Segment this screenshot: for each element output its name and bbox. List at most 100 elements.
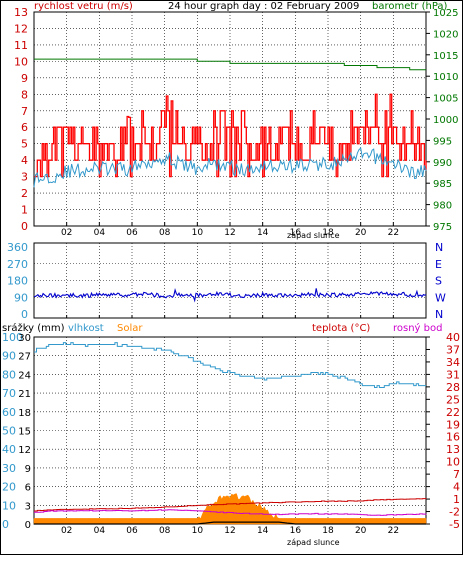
humidity-temp-panel: srážky (mm) vlhkost Solar teplota (°C) r…: [2, 322, 460, 547]
wind-panel: rychlost vetru (m/s) 24 hour graph day :…: [14, 1, 458, 240]
temperature-line: [34, 498, 427, 512]
rain-y-tick: 30: [18, 333, 31, 344]
baro-y-tick: 995: [433, 136, 452, 147]
wind-y-tick: 10: [14, 55, 28, 68]
direction-series: [33, 288, 427, 303]
humidity-y-tick: 80: [2, 368, 16, 381]
baro-y-tick: 1010: [433, 72, 458, 83]
temp-y-tick: 13: [446, 443, 460, 456]
dew-point-line: [34, 509, 427, 516]
wind-y-tick: 5: [21, 138, 28, 151]
temperature-label: teplota (°C): [312, 323, 370, 334]
x-tick-label: 22: [388, 526, 399, 536]
compass-tick: N: [435, 308, 443, 321]
baro-y-tick: 975: [433, 222, 452, 233]
compass-tick: E: [435, 258, 442, 271]
x-tick-label: 18: [322, 526, 334, 536]
humidity-y-tick: 40: [2, 443, 16, 456]
temp-y-tick: 31: [446, 368, 460, 381]
temp-y-tick: 40: [446, 331, 460, 344]
baro-y-tick: 1020: [433, 29, 458, 40]
rain-y-tick: 21: [18, 389, 31, 400]
x-tick-label: 08: [159, 228, 171, 238]
x-tick-label: 20: [355, 228, 367, 238]
wind-y-tick: 2: [21, 187, 28, 200]
x-tick-label: 14: [257, 526, 269, 536]
humidity-y-tick: 30: [2, 462, 16, 475]
direction-y-tick: 270: [7, 258, 28, 271]
compass-tick: W: [435, 291, 446, 304]
direction-left-axis: 0 90 180 270 360: [7, 241, 28, 321]
rain-y-tick: 6: [25, 483, 31, 494]
direction-y-tick: 360: [7, 241, 28, 254]
temp-y-tick: 34: [446, 356, 460, 369]
temp-y-tick: 1: [453, 493, 460, 506]
rain-y-tick: 3: [25, 501, 31, 512]
outer-frame: [0, 0, 463, 555]
baro-y-tick: 1025: [433, 8, 458, 19]
wind-y-tick: 11: [14, 39, 28, 52]
humidity-line: [34, 342, 426, 388]
rain-y-tick: 24: [18, 370, 31, 381]
direction-y-tick: 180: [7, 275, 28, 288]
x-tick-label: 02: [61, 526, 72, 536]
x-tick-label: 20: [355, 526, 367, 536]
x-tick-label: 06: [126, 526, 138, 536]
dew-point-label: rosný bod: [393, 322, 442, 334]
x-tick-label: 12: [224, 526, 235, 536]
x-tick-label: 02: [61, 228, 72, 238]
humidity-y-tick: 100: [2, 331, 23, 344]
rain-y-tick: 18: [18, 408, 31, 419]
temp-y-tick: 10: [446, 456, 460, 469]
wind-y-tick: 7: [21, 105, 28, 118]
x-tick-label: 12: [224, 228, 235, 238]
x-tick-label: 04: [94, 526, 106, 536]
sunset-label-bottom: západ slunce: [287, 538, 340, 547]
barometer-line: [34, 58, 426, 71]
x-tick-label: 22: [388, 228, 399, 238]
temp-y-tick: 16: [446, 431, 460, 444]
baro-y-tick: 990: [433, 158, 452, 169]
humidity-label: vlhkost: [68, 323, 104, 334]
x-tick-label: 10: [192, 526, 204, 536]
temp-y-tick: 19: [446, 418, 460, 431]
rain-y-tick: 27: [18, 352, 31, 363]
rain-y-tick: 15: [18, 427, 31, 438]
wind-y-tick: 1: [21, 204, 28, 217]
wind-y-tick: 3: [21, 171, 28, 184]
wind-right-axis: 975 980 985 990 995 1000 1005 1010 1015 1020 1025: [426, 8, 458, 233]
temp-y-tick: 37: [446, 343, 460, 356]
humidity-y-tick: 10: [2, 499, 16, 512]
baro-y-tick: 1015: [433, 51, 458, 62]
compass-tick: S: [435, 275, 442, 288]
compass-tick: N: [435, 241, 443, 254]
x-tick-label: 06: [126, 228, 138, 238]
wind-series: [33, 58, 427, 188]
solar-baseline: [34, 521, 426, 525]
direction-y-tick: 90: [14, 291, 28, 304]
solar-area: [33, 493, 427, 525]
rain-y-tick: 12: [18, 445, 31, 456]
wind-y-tick: 8: [21, 88, 28, 101]
baro-y-tick: 1005: [433, 94, 458, 105]
temp-y-tick: 4: [453, 481, 460, 494]
wind-y-tick: 12: [14, 22, 28, 35]
wind-speed-line: [34, 93, 427, 178]
temp-y-tick: 22: [446, 406, 460, 419]
baro-y-tick: 980: [433, 201, 452, 212]
x-tick-label: 04: [94, 228, 106, 238]
wind-speed-label: rychlost vetru (m/s): [34, 1, 133, 12]
direction-line: [33, 288, 427, 303]
wind-y-tick: 6: [21, 121, 28, 134]
humidity-y-tick: 70: [2, 387, 16, 400]
wind-y-tick: 9: [21, 72, 28, 85]
temp-y-tick: 25: [446, 393, 460, 406]
humidity-series: [33, 342, 427, 525]
wind-y-tick: 4: [21, 154, 28, 167]
x-tick-label: 16: [290, 526, 302, 536]
humidity-x-axis: 02 04 06 08 10 12 14 16 18 20 22: [61, 520, 427, 536]
